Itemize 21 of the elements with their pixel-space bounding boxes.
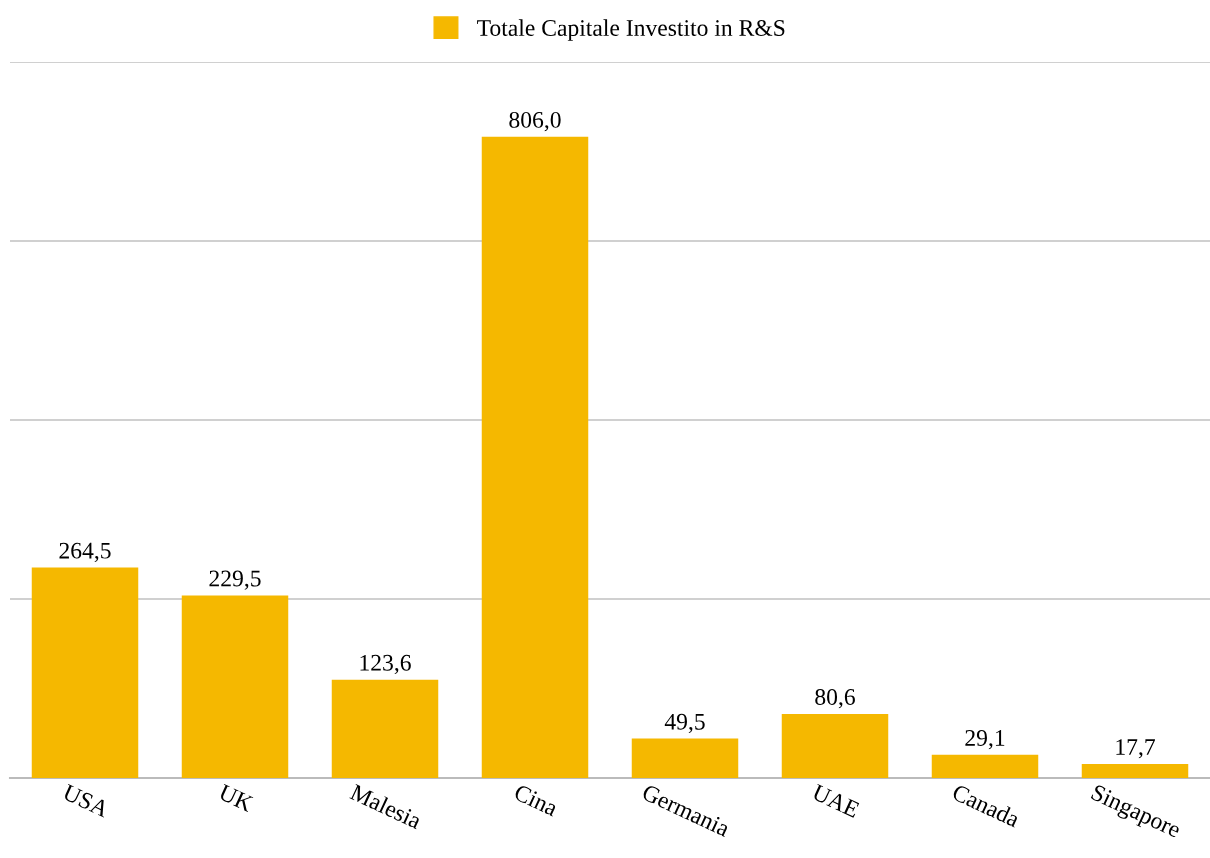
bar — [331, 679, 439, 778]
data-label: 49,5 — [664, 713, 705, 734]
data-label: 29,1 — [965, 730, 1005, 750]
data-label: 80,6 — [815, 688, 855, 709]
data-label: 123,6 — [360, 654, 411, 675]
x-tick-label: UK — [217, 783, 255, 813]
data-label: 806,0 — [509, 111, 561, 132]
x-tick-label: Cina — [513, 783, 560, 817]
data-label: 17,7 — [1116, 739, 1155, 759]
data-label: 264,5 — [59, 542, 111, 563]
bar — [631, 738, 739, 778]
bar — [481, 136, 589, 778]
bar — [181, 595, 289, 778]
bar — [1081, 763, 1189, 778]
legend-label: Totale Capitale Investito in R&S — [477, 19, 785, 41]
x-tick-label: UAE — [810, 783, 861, 818]
data-label: 229,5 — [209, 570, 261, 590]
x-tick-label: USA — [61, 783, 111, 818]
bar — [31, 567, 139, 778]
bar — [931, 754, 1039, 778]
bar — [781, 713, 889, 778]
